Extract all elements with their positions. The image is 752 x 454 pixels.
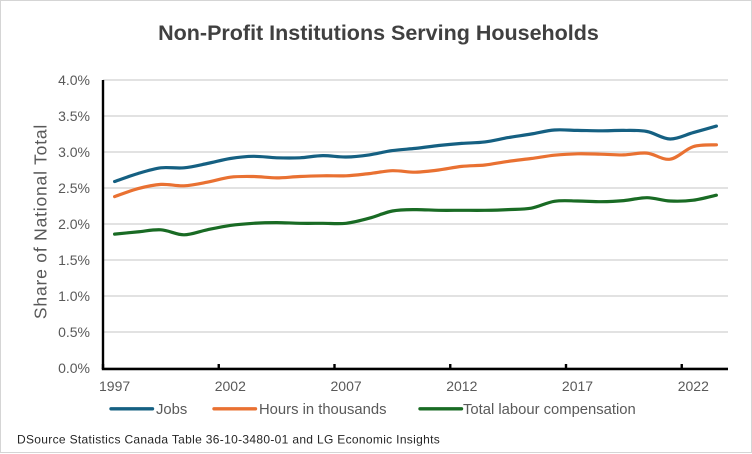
svg-text:2012: 2012 (446, 378, 477, 394)
svg-text:0.0%: 0.0% (58, 360, 90, 376)
svg-text:3.5%: 3.5% (58, 108, 90, 124)
svg-text:2002: 2002 (215, 378, 246, 394)
svg-text:Jobs: Jobs (156, 402, 187, 418)
svg-text:3.0%: 3.0% (58, 144, 90, 160)
svg-text:2022: 2022 (678, 378, 709, 394)
svg-text:2017: 2017 (562, 378, 593, 394)
svg-text:1997: 1997 (99, 378, 130, 394)
svg-text:1.0%: 1.0% (58, 288, 90, 304)
svg-text:0.5%: 0.5% (58, 324, 90, 340)
svg-text:2.0%: 2.0% (58, 216, 90, 232)
svg-text:Share of National Total: Share of National Total (31, 124, 51, 319)
svg-text:1.5%: 1.5% (58, 252, 90, 268)
svg-text:DSource Statistics Canada Tabl: DSource Statistics Canada Table 36-10-34… (17, 433, 440, 447)
svg-text:2.5%: 2.5% (58, 180, 90, 196)
svg-text:Hours in thousands: Hours in thousands (259, 402, 387, 418)
svg-text:Non-Profit Institutions Servin: Non-Profit Institutions Serving Househol… (158, 21, 599, 45)
svg-text:Total labour compensation: Total labour compensation (463, 402, 636, 418)
svg-text:2007: 2007 (331, 378, 362, 394)
svg-text:4.0%: 4.0% (58, 72, 90, 88)
